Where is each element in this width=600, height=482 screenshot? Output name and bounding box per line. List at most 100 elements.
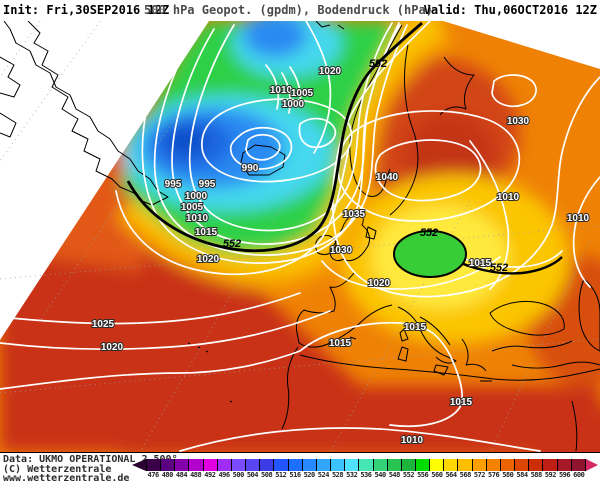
colorbar-label: 576 [488, 471, 500, 479]
colorbar-label: 536 [360, 471, 372, 479]
colorbar-segment [259, 459, 274, 471]
geopotential-label: 552 [420, 227, 438, 239]
colorbar-label: 560 [431, 471, 443, 479]
colorbar-segment [457, 459, 472, 471]
colorbar-segment [174, 459, 189, 471]
colorbar-segment [230, 459, 246, 471]
pressure-label: 1005 [291, 88, 314, 99]
pressure-label: 1010 [567, 213, 590, 224]
pressure-label: 1015 [329, 338, 352, 349]
pressure-label: 1010 [401, 435, 424, 446]
colorbar-label: 476 [147, 471, 160, 479]
pressure-label: 995 [199, 179, 216, 190]
pressure-label: 1015 [404, 322, 427, 333]
colorbar-segment [471, 459, 486, 471]
colorbar-label: 524 [317, 471, 330, 479]
pressure-label: 1010 [270, 85, 293, 96]
colorbar-label: 532 [346, 471, 358, 479]
pressure-label: 1010 [186, 213, 209, 224]
colorbar-segment [570, 459, 586, 471]
colorbar-label: 488 [190, 471, 202, 479]
geopotential-labels: 552 552 552 552 [223, 58, 508, 274]
colorbar-segment [202, 459, 217, 471]
colorbar-segment [315, 459, 331, 471]
colorbar-segment [556, 459, 571, 471]
header-bar: Init: Fri,30SEP2016 12Z 500 hPa Geopot. … [0, 0, 600, 21]
pressure-labels: 1020 1010 1005 1000 990 995 995 1000 100… [91, 65, 591, 447]
no-data-region-right [443, 21, 600, 69]
geopotential-label: 552 [490, 262, 508, 274]
pressure-label: 1010 [497, 192, 520, 203]
pressure-label: 1030 [330, 245, 353, 256]
colorbar-label: 596 [558, 471, 571, 479]
colorbar-segment [344, 459, 359, 471]
valid-time-label: Valid: Thu,06OCT2016 12Z [423, 3, 597, 17]
colorbar-segment [485, 459, 500, 471]
copyright-label: (C) Wetterzentrale [3, 464, 112, 475]
colorbar-label: 480 [161, 471, 174, 479]
colorbar-label: 520 [303, 471, 316, 479]
pressure-label: 995 [165, 179, 182, 190]
colorbar-segment [273, 459, 288, 471]
cold-pocket-552 [393, 230, 467, 278]
pressure-label: 1030 [507, 116, 530, 127]
pressure-label: 1020 [319, 66, 342, 77]
colorbar-segment [216, 459, 231, 471]
colorbar-segment [443, 459, 458, 471]
colorbar-label: 540 [374, 471, 387, 479]
colorbar-label: 504 [246, 471, 259, 479]
colorbar-label: 492 [204, 471, 216, 479]
pressure-label: 1000 [282, 99, 305, 110]
colorbar-segment [330, 459, 345, 471]
colorbar-label: 528 [331, 471, 344, 479]
graticule-lines [0, 21, 600, 452]
colorbar-segment [372, 459, 387, 471]
colorbar-left-arrow [132, 459, 146, 471]
colorbar-segment [528, 459, 543, 471]
colorbar-segment [146, 459, 161, 471]
pressure-label: 1005 [181, 202, 204, 213]
pressure-label: 1040 [376, 172, 399, 183]
colorbar-segment [245, 459, 260, 471]
pressure-label: 1025 [92, 319, 115, 330]
colorbar-labels: 476 480 484 488 492 496 500 504 508 512 516 520 524 5… [146, 471, 586, 479]
no-data-region-left [0, 21, 209, 340]
pressure-label: 1020 [197, 254, 220, 265]
colorbar: 476 480 484 488 492 496 500 504 508 512 516 520 524 5… [132, 459, 598, 479]
colorbar-segment [386, 459, 401, 471]
colorbar-segment [542, 459, 557, 471]
website-label: www.wetterzentrale.de [3, 473, 130, 482]
colorbar-label: 588 [530, 471, 543, 479]
colorbar-label: 564 [445, 471, 457, 479]
colorbar-label: 592 [544, 471, 557, 479]
pressure-label: 990 [242, 163, 259, 174]
colorbar-label: 508 [261, 471, 273, 479]
colorbar-label: 580 [502, 471, 514, 479]
pressure-label: 1000 [185, 191, 208, 202]
colorbar-segment [429, 459, 444, 471]
pressure-label: 1035 [343, 209, 366, 220]
colorbar-label: 484 [175, 471, 188, 479]
colorbar-label: 512 [275, 471, 287, 479]
colorbar-label: 552 [402, 471, 415, 479]
colorbar-right-arrow [586, 459, 598, 471]
colorbar-label: 584 [516, 471, 528, 479]
colorbar-segment [514, 459, 529, 471]
map-title: 500 hPa Geopot. (gpdm), Bodendruck (hPa) [143, 3, 433, 17]
geopotential-contour [126, 21, 563, 278]
pressure-label: 1020 [368, 278, 391, 289]
geopotential-label: 552 [369, 58, 387, 70]
colorbar-label: 568 [459, 471, 472, 479]
colorbar-segments [146, 459, 586, 471]
pressure-label: 1015 [195, 227, 218, 238]
isobar-contours [0, 21, 600, 452]
geopotential-label: 552 [223, 238, 241, 250]
colorbar-label: 516 [289, 471, 301, 479]
colorbar-segment [160, 459, 175, 471]
colorbar-segment [400, 459, 415, 471]
map-canvas: 1020 1010 1005 1000 990 995 995 1000 100… [0, 21, 600, 452]
colorbar-label: 572 [473, 471, 486, 479]
colorbar-label: 500 [232, 471, 245, 479]
colorbar-segment [414, 459, 430, 471]
